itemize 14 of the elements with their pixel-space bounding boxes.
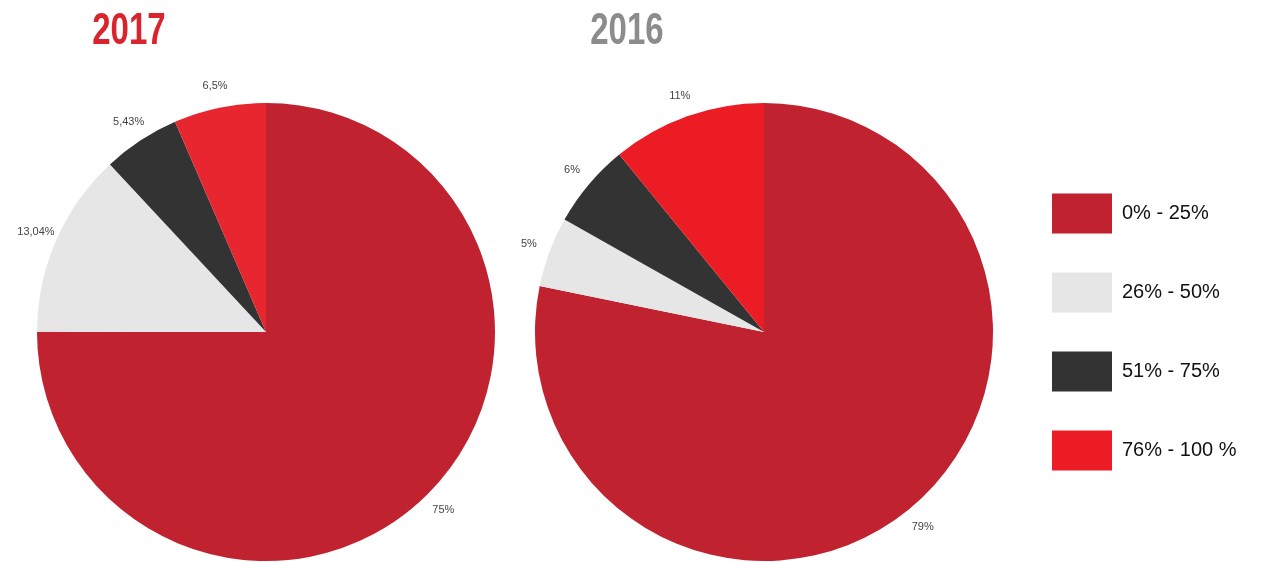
legend-label: 0% - 25% bbox=[1122, 201, 1209, 224]
legend-label: 76% - 100 % bbox=[1122, 438, 1237, 461]
data-label: 13,04% bbox=[17, 224, 55, 237]
data-label: 11% bbox=[669, 88, 691, 101]
legend-label: 26% - 50% bbox=[1122, 280, 1221, 303]
data-label: 6% bbox=[564, 163, 581, 176]
data-label: 5,43% bbox=[113, 114, 145, 127]
data-label: 6,5% bbox=[202, 79, 228, 92]
chart-title: 2016 bbox=[590, 4, 664, 54]
data-label: 79% bbox=[911, 519, 934, 532]
data-label: 75% bbox=[432, 502, 455, 515]
chart-title: 2017 bbox=[92, 4, 166, 54]
legend-label: 51% - 75% bbox=[1122, 359, 1221, 382]
data-label: 5% bbox=[520, 237, 538, 250]
